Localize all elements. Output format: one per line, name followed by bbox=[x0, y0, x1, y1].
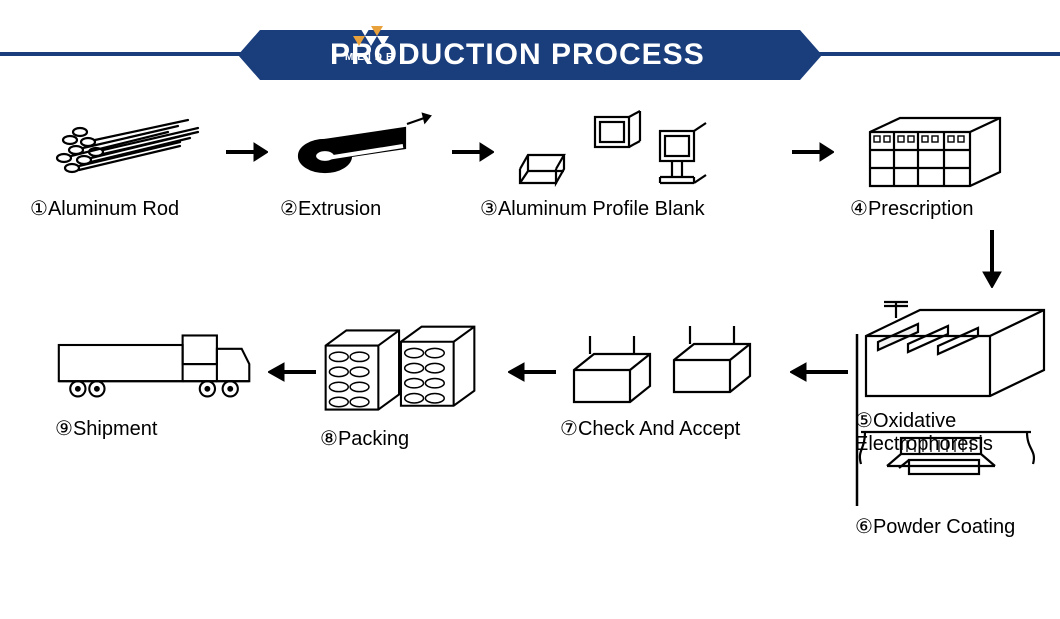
logo-icon bbox=[351, 24, 391, 50]
step-8-label: Packing bbox=[338, 428, 409, 450]
step-4-label: Prescription bbox=[868, 198, 974, 220]
step-4-number: ④ bbox=[850, 198, 868, 220]
step-8-packing: ⑧Packing bbox=[320, 320, 480, 451]
brand-name: MEIDE bbox=[345, 52, 397, 63]
step-1-label: Aluminum Rod bbox=[48, 198, 179, 220]
step-2-icon bbox=[280, 110, 440, 190]
step-3-profile-blank: ③Aluminum Profile Blank bbox=[480, 110, 760, 221]
arrow-8-9 bbox=[268, 360, 318, 384]
step-2-extrusion: ②Extrusion bbox=[280, 110, 440, 221]
arrow-1-2 bbox=[224, 140, 268, 164]
step-9-icon bbox=[55, 320, 255, 410]
step-5-icon bbox=[855, 300, 1055, 410]
step-9-number: ⑨ bbox=[55, 418, 73, 440]
arrow-4-5 bbox=[980, 228, 1004, 288]
step-1-aluminum-rod: ①Aluminum Rod bbox=[30, 110, 220, 221]
step-2-number: ② bbox=[280, 198, 298, 220]
step-7-number: ⑦ bbox=[560, 418, 578, 440]
arrow-7-8 bbox=[508, 360, 558, 384]
step-6-number: ⑥ bbox=[855, 516, 873, 538]
step-1-icon bbox=[30, 110, 220, 190]
connector-5-6 bbox=[850, 330, 864, 510]
step-4-prescription: ④Prescription bbox=[850, 110, 1020, 221]
step-1-number: ① bbox=[30, 198, 48, 220]
arrow-3-4 bbox=[790, 140, 834, 164]
step-3-number: ③ bbox=[480, 198, 498, 220]
step-4-icon bbox=[850, 110, 1020, 190]
step-2-label: Extrusion bbox=[298, 198, 381, 220]
step-9-shipment: ⑨Shipment bbox=[55, 320, 255, 441]
header-banner: PRODUCTION PROCESS bbox=[260, 30, 800, 80]
step-3-icon bbox=[480, 110, 760, 190]
header: PRODUCTION PROCESS bbox=[0, 30, 1060, 80]
arrow-5-7 bbox=[790, 360, 850, 384]
step-6-label: Powder Coating bbox=[873, 516, 1015, 538]
step-7-label: Check And Accept bbox=[578, 418, 740, 440]
brand-logo: MEIDE bbox=[345, 24, 397, 63]
step-8-number: ⑧ bbox=[320, 428, 338, 450]
step-7-icon bbox=[560, 320, 780, 410]
step-6-icon bbox=[855, 424, 1045, 504]
step-3-label: Aluminum Profile Blank bbox=[498, 198, 705, 220]
step-7-check-accept: ⑦Check And Accept bbox=[560, 320, 780, 441]
step-8-icon bbox=[320, 320, 480, 420]
step-6-powder-coating: ⑥Powder Coating bbox=[855, 510, 1055, 539]
arrow-2-3 bbox=[450, 140, 494, 164]
step-9-label: Shipment bbox=[73, 418, 158, 440]
